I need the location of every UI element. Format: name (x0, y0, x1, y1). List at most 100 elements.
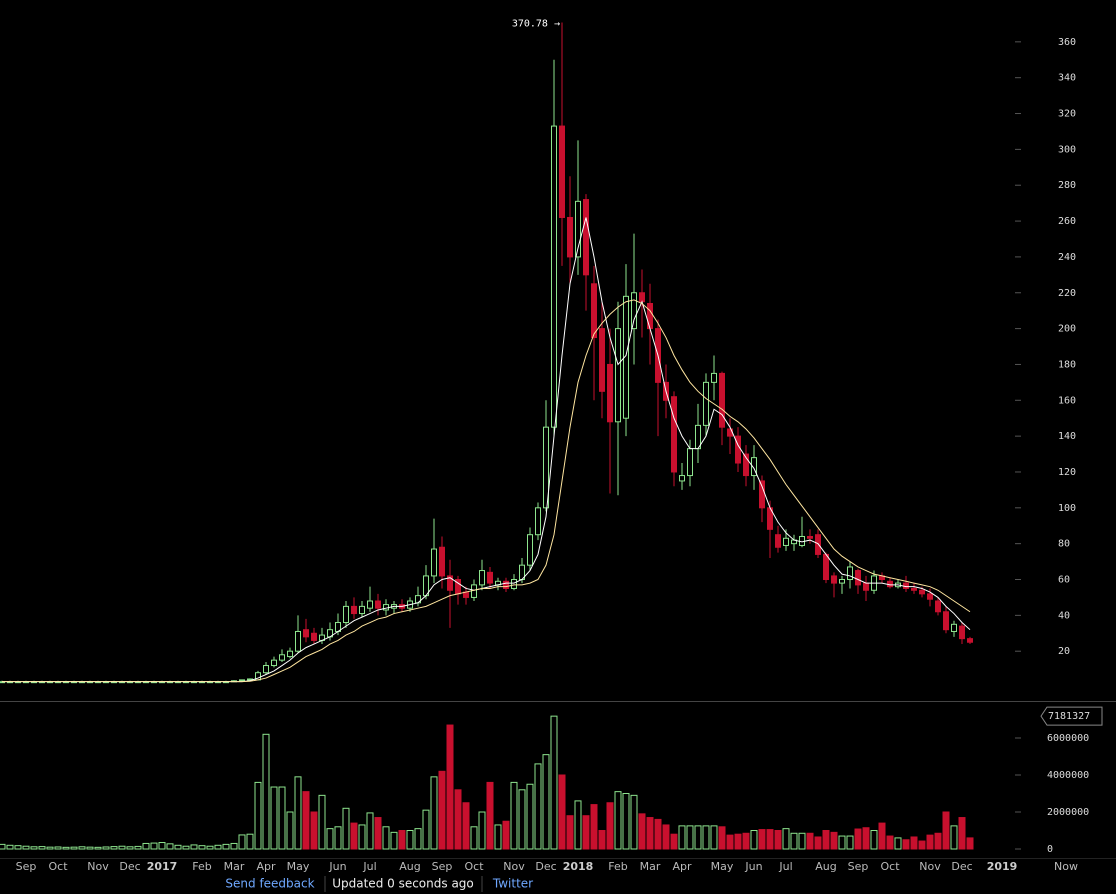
volume-bar (846, 835, 854, 850)
x-tick-label: Nov (503, 860, 525, 873)
y-tick-label: 100 (1058, 503, 1076, 514)
volume-bar (86, 846, 94, 850)
x-tick-label: Dec (119, 860, 140, 873)
candle-body (583, 199, 589, 276)
candle-body (623, 295, 629, 419)
volume-bar (694, 825, 702, 850)
volume-bar (422, 809, 430, 850)
candle-body (935, 600, 941, 613)
y-tick-label: 60 (1058, 575, 1070, 586)
volume-bar (14, 845, 22, 850)
candle-body (807, 535, 813, 539)
x-tick-label: Oct (880, 860, 900, 873)
volume-bar (862, 827, 870, 850)
volume-bar (574, 800, 582, 850)
candle-body (823, 553, 829, 581)
x-tick-label: Sep (432, 860, 453, 873)
x-tick-label: Feb (608, 860, 627, 873)
x-tick-label: Sep (16, 860, 37, 873)
volume-bar (374, 817, 382, 850)
x-tick-label: Mar (640, 860, 661, 873)
high-annotation: 370.78 → (512, 19, 560, 30)
volume-bar (966, 837, 974, 850)
volume-bar (870, 830, 878, 850)
x-tick-label: May (711, 860, 734, 873)
candle-body (679, 475, 685, 482)
y-tick-label: 340 (1058, 73, 1076, 84)
volume-bar (878, 822, 886, 850)
volume-bar (670, 833, 678, 850)
y-tick-label: 280 (1058, 180, 1076, 191)
volume-bar (446, 724, 454, 850)
candle-body (687, 448, 693, 477)
volume-bar (454, 789, 462, 850)
volume-bar (614, 791, 622, 850)
candle-body (487, 571, 493, 584)
candle-body (311, 632, 317, 641)
candle-body (431, 548, 437, 577)
volume-bar (950, 825, 958, 850)
volume-bar (526, 783, 534, 850)
candle-body (951, 623, 957, 632)
volume-bar (686, 825, 694, 850)
volume-bar (606, 802, 614, 850)
candle-body (639, 292, 645, 303)
volume-bar (350, 822, 358, 850)
volume-bar (470, 826, 478, 850)
volume-bar (734, 833, 742, 850)
candle-body (535, 507, 541, 536)
volume-bar (838, 835, 846, 850)
volume-bar (702, 825, 710, 850)
twitter-link[interactable]: Twitter (492, 877, 533, 891)
volume-bar (262, 733, 270, 850)
volume-bar (366, 812, 374, 850)
volume-bar (326, 828, 334, 850)
candle-body (831, 575, 837, 584)
candle-body (719, 372, 725, 428)
candle-body (671, 396, 677, 473)
candle-body (279, 654, 285, 661)
x-tick-label: Dec (951, 860, 972, 873)
volume-bar (230, 842, 238, 850)
x-tick-label: Jul (778, 860, 792, 873)
volume-bar (110, 846, 118, 850)
volume-bar (334, 826, 342, 850)
candle-body (351, 605, 357, 615)
volume-bar (790, 832, 798, 850)
x-tick-label: Oct (48, 860, 68, 873)
volume-bar (134, 845, 142, 850)
candle-body (927, 593, 933, 600)
candle-body (439, 546, 445, 577)
volume-bar (318, 794, 326, 850)
volume-bar (558, 774, 566, 850)
volume-bar (342, 807, 350, 850)
candle-body (551, 125, 557, 428)
feedback-link[interactable]: Send feedback (225, 877, 314, 891)
volume-bar (294, 776, 302, 850)
volume-bar (254, 781, 262, 850)
volume-bar (486, 781, 494, 850)
x-tick-label: Nov (87, 860, 109, 873)
x-tick-label: 2019 (987, 860, 1018, 873)
volume-bar (798, 832, 806, 850)
x-tick-label: May (287, 860, 310, 873)
volume-bar (182, 845, 190, 850)
volume-bar (646, 817, 654, 850)
candle-body (359, 605, 365, 615)
x-tick-label: Now (1054, 860, 1078, 873)
volume-bar (822, 830, 830, 850)
volume-bar (622, 793, 630, 850)
volume-bar (382, 826, 390, 850)
x-tick-label: Aug (399, 860, 420, 873)
candle-body (967, 638, 973, 643)
volume-bar (0, 843, 6, 850)
volume-bar (222, 843, 230, 850)
volume-bar (142, 842, 150, 850)
volume-bar (70, 846, 78, 850)
y-tick-label: 320 (1058, 109, 1076, 120)
candle-body (647, 303, 653, 330)
volume-bar (958, 817, 966, 850)
volume-tick-label: 2000000 (1047, 807, 1089, 818)
